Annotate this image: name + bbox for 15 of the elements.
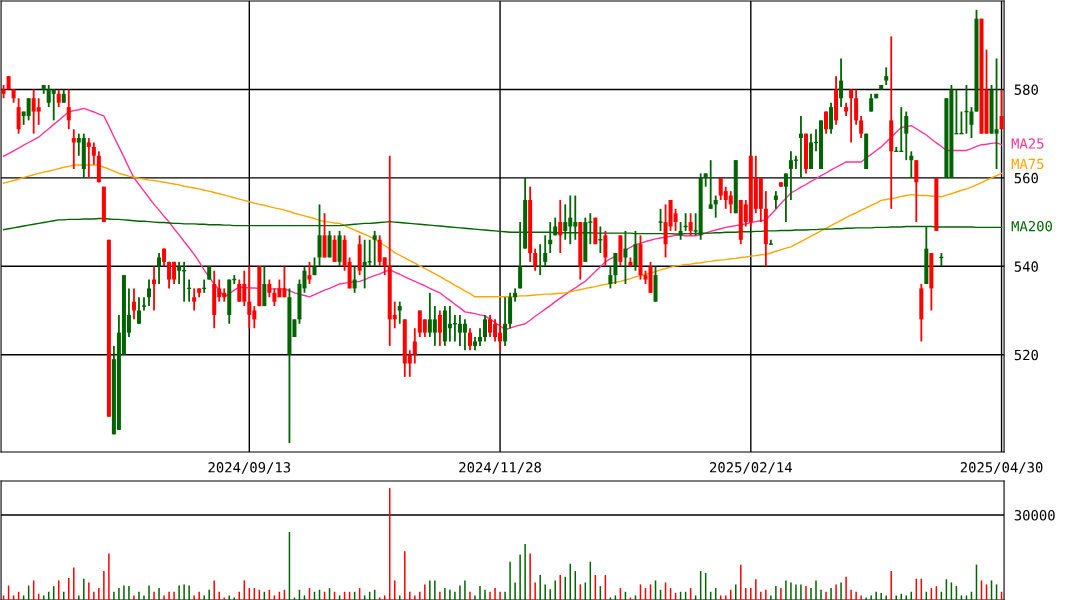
y-tick-label: 560 (1014, 172, 1038, 184)
y-tick-label: 520 (1014, 349, 1038, 361)
line-series (2, 164, 1003, 298)
y-tick-label: 540 (1014, 261, 1038, 272)
candlestick (657, 207, 664, 232)
series-label: MA75 (1011, 158, 1044, 170)
candlestick (768, 238, 774, 246)
x-tick-label: 2025/04/30 (960, 462, 1043, 474)
x-tick-label: 2024/11/28 (459, 462, 541, 474)
x-tick-label: 2024/09/13 (208, 462, 291, 474)
series-label: MA25 (1011, 138, 1044, 149)
y-tick-label: 580 (1014, 84, 1038, 95)
series-label: MA200 (1011, 220, 1052, 232)
y-tick-label: 30000 (1014, 510, 1055, 521)
x-tick-label: 2025/02/14 (710, 462, 792, 474)
